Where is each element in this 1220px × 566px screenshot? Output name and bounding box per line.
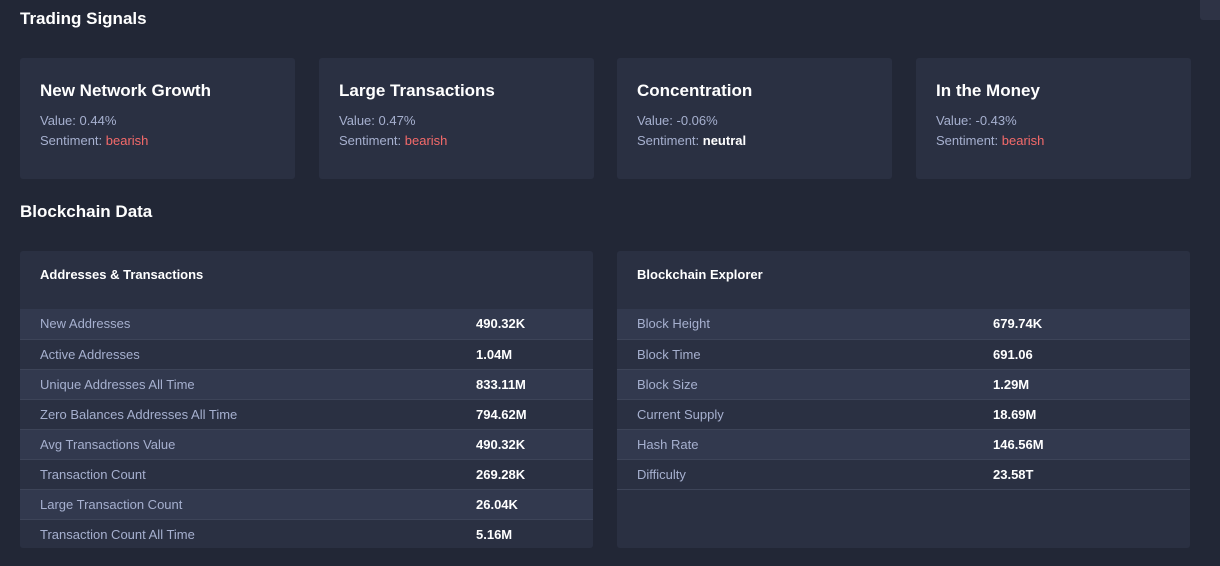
row-label: Active Addresses: [20, 339, 470, 370]
row-value: 833.11M: [470, 369, 593, 400]
row-value: 26.04K: [470, 489, 593, 520]
table-row: Block Time 691.06: [617, 339, 1190, 370]
sentiment-prefix: Sentiment:: [637, 133, 703, 148]
table-row: Large Transaction Count 26.04K: [20, 489, 593, 520]
scrollbar-thumb[interactable]: [1200, 0, 1220, 20]
addresses-transactions-table: New Addresses 490.32K Active Addresses 1.0…: [20, 309, 593, 548]
signal-value: 0.47%: [378, 113, 416, 128]
row-label: Avg Transactions Value: [20, 429, 470, 460]
signal-card-title: In the Money: [936, 81, 1040, 100]
row-value: 490.32K: [470, 309, 593, 340]
table-row: Transaction Count 269.28K: [20, 459, 593, 490]
table-row: Current Supply 18.69M: [617, 399, 1190, 430]
row-label: Zero Balances Addresses All Time: [20, 399, 470, 430]
row-label: Hash Rate: [617, 429, 987, 460]
trading-signals-title: Trading Signals: [20, 9, 147, 28]
signal-sentiment-line: Sentiment: bearish: [40, 131, 275, 151]
row-value: 146.56M: [987, 429, 1190, 460]
row-value: 1.04M: [470, 339, 593, 370]
sentiment-badge: bearish: [105, 133, 149, 148]
signal-value: -0.06%: [676, 113, 718, 128]
table-row: Difficulty 23.58T: [617, 459, 1190, 490]
signal-card-title: Concentration: [637, 81, 753, 100]
addresses-transactions-card: Addresses & Transactions New Addresses 49…: [20, 251, 593, 548]
signal-card-large-transactions: Large Transactions Value: 0.47% Sentimen…: [319, 58, 594, 179]
row-label: Block Size: [617, 369, 987, 400]
addresses-transactions-title: Addresses & Transactions: [40, 267, 204, 282]
row-value: 679.74K: [987, 309, 1190, 340]
row-value: 18.69M: [987, 399, 1190, 430]
row-value: 691.06: [987, 339, 1190, 370]
sentiment-prefix: Sentiment:: [936, 133, 1002, 148]
row-value: 490.32K: [470, 429, 593, 460]
value-prefix: Value:: [339, 113, 379, 128]
value-prefix: Value:: [40, 113, 80, 128]
signal-value-line: Value: -0.06%: [637, 111, 872, 131]
sentiment-prefix: Sentiment:: [40, 133, 106, 148]
value-prefix: Value:: [637, 113, 677, 128]
row-label: Transaction Count: [20, 459, 470, 490]
table-row: Hash Rate 146.56M: [617, 429, 1190, 460]
signal-card-in-the-money: In the Money Value: -0.43% Sentiment: be…: [916, 58, 1191, 179]
row-label: Transaction Count All Time: [20, 519, 470, 548]
row-value: 269.28K: [470, 459, 593, 490]
signal-value-line: Value: 0.44%: [40, 111, 275, 131]
signal-value: -0.43%: [975, 113, 1017, 128]
sentiment-badge: neutral: [702, 133, 747, 148]
trading-signals-row: New Network Growth Value: 0.44% Sentimen…: [20, 58, 1191, 179]
row-label: Block Time: [617, 339, 987, 370]
signal-card-concentration: Concentration Value: -0.06% Sentiment: n…: [617, 58, 892, 179]
signal-sentiment-line: Sentiment: bearish: [339, 131, 574, 151]
signal-sentiment-line: Sentiment: bearish: [936, 131, 1171, 151]
table-row: New Addresses 490.32K: [20, 309, 593, 340]
signal-value-line: Value: 0.47%: [339, 111, 574, 131]
signal-sentiment-line: Sentiment: neutral: [637, 131, 872, 151]
signal-card-new-network-growth: New Network Growth Value: 0.44% Sentimen…: [20, 58, 295, 179]
sentiment-badge: bearish: [404, 133, 448, 148]
row-label: New Addresses: [20, 309, 470, 340]
row-value: 5.16M: [470, 519, 593, 548]
row-label: Block Height: [617, 309, 987, 340]
table-row: Active Addresses 1.04M: [20, 339, 593, 370]
signal-card-title: Large Transactions: [339, 81, 495, 100]
signal-value: 0.44%: [79, 113, 117, 128]
table-row: Block Size 1.29M: [617, 369, 1190, 400]
table-row: Block Height 679.74K: [617, 309, 1190, 340]
table-row: Avg Transactions Value 490.32K: [20, 429, 593, 460]
table-row: Zero Balances Addresses All Time 794.62M: [20, 399, 593, 430]
row-label: Current Supply: [617, 399, 987, 430]
row-value: 23.58T: [987, 459, 1190, 490]
blockchain-explorer-card: Blockchain Explorer Block Height 679.74K …: [617, 251, 1190, 548]
blockchain-explorer-title: Blockchain Explorer: [637, 267, 763, 282]
signal-value-line: Value: -0.43%: [936, 111, 1171, 131]
sentiment-badge: bearish: [1001, 133, 1045, 148]
sentiment-prefix: Sentiment:: [339, 133, 405, 148]
signal-card-title: New Network Growth: [40, 81, 211, 100]
row-label: Unique Addresses All Time: [20, 369, 470, 400]
value-prefix: Value:: [936, 113, 976, 128]
row-value: 1.29M: [987, 369, 1190, 400]
table-row: Transaction Count All Time 5.16M: [20, 519, 593, 548]
blockchain-explorer-table: Block Height 679.74K Block Time 691.06 Blo…: [617, 309, 1190, 490]
row-label: Difficulty: [617, 459, 987, 490]
row-label: Large Transaction Count: [20, 489, 470, 520]
blockchain-data-title: Blockchain Data: [20, 202, 153, 221]
row-value: 794.62M: [470, 399, 593, 430]
table-row: Unique Addresses All Time 833.11M: [20, 369, 593, 400]
